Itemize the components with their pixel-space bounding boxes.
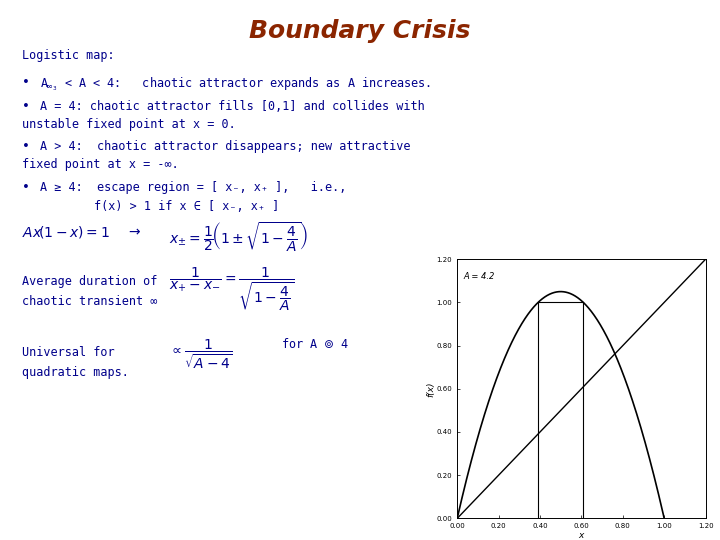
Text: •: •: [22, 100, 30, 113]
X-axis label: x: x: [579, 531, 584, 539]
Text: Logistic map:: Logistic map:: [22, 49, 114, 62]
Text: Universal for
quadratic maps.: Universal for quadratic maps.: [22, 346, 128, 379]
Text: A ≥ 4:  escape region = [ x₋, x₊ ],   i.e.,: A ≥ 4: escape region = [ x₋, x₊ ], i.e.,: [40, 181, 346, 194]
Text: •: •: [22, 140, 30, 153]
Text: Boundary Crisis: Boundary Crisis: [249, 19, 471, 43]
Text: A > 4:  chaotic attractor disappears; new attractive: A > 4: chaotic attractor disappears; new…: [40, 140, 410, 153]
Text: $\dfrac{1}{x_{+}-x_{-}}=\dfrac{1}{\sqrt{1-\dfrac{4}{A}}}$: $\dfrac{1}{x_{+}-x_{-}}=\dfrac{1}{\sqrt{…: [169, 265, 294, 313]
Text: A = 4: chaotic attractor fills [0,1] and collides with: A = 4: chaotic attractor fills [0,1] and…: [40, 100, 424, 113]
Text: $\propto\dfrac{1}{\sqrt{A-4}}$: $\propto\dfrac{1}{\sqrt{A-4}}$: [169, 338, 233, 371]
Text: Average duration of
chaotic transient ∞: Average duration of chaotic transient ∞: [22, 275, 157, 308]
Text: $Ax\!\left(1-x\right)=1$: $Ax\!\left(1-x\right)=1$: [22, 224, 109, 240]
Text: •: •: [22, 181, 30, 194]
Text: f(x) > 1 if x ∈ [ x₋, x₊ ]: f(x) > 1 if x ∈ [ x₋, x₊ ]: [94, 200, 279, 213]
Text: unstable fixed point at x = 0.: unstable fixed point at x = 0.: [22, 118, 235, 131]
Text: A$_{\!\infty_3}$ < A < 4:   chaotic attractor expands as A increases.: A$_{\!\infty_3}$ < A < 4: chaotic attrac…: [40, 76, 431, 93]
Y-axis label: f(x): f(x): [426, 381, 435, 396]
Text: A = 4.2: A = 4.2: [464, 272, 495, 281]
Text: fixed point at x = -∞.: fixed point at x = -∞.: [22, 158, 179, 171]
Text: $\rightarrow$: $\rightarrow$: [126, 224, 142, 238]
Text: •: •: [22, 76, 30, 89]
Text: for A $\circledcirc$ 4: for A $\circledcirc$ 4: [281, 338, 348, 352]
Text: $x_{\pm}=\dfrac{1}{2}\!\left(1\pm\sqrt{1-\dfrac{4}{A}}\right)$: $x_{\pm}=\dfrac{1}{2}\!\left(1\pm\sqrt{1…: [169, 220, 308, 254]
